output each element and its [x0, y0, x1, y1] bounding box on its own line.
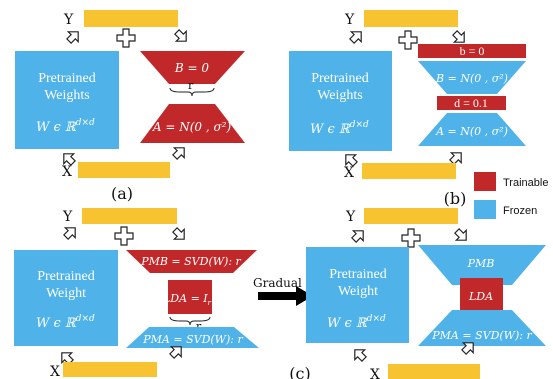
- matrix-b-frozen: [418, 61, 526, 94]
- caption-c: (c): [289, 364, 310, 379]
- plus-icon: [401, 228, 421, 248]
- output-y-label: Y: [345, 209, 356, 225]
- input-x-bar: [78, 162, 170, 178]
- weights-title-line2: Weights: [317, 88, 363, 103]
- weight-formula: W ϵ ℝd×d: [327, 314, 386, 331]
- pma-frozen: [126, 327, 259, 348]
- panel-b: Y Pretrained Weights W ϵ ℝd×d b = 0 B = …: [289, 10, 526, 208]
- output-y-label: Y: [344, 12, 355, 28]
- bias-b-trainable: [418, 44, 526, 58]
- input-x-label: X: [370, 367, 380, 379]
- weights-title-line2: Weights: [44, 88, 90, 103]
- pretrained-weight-block: [306, 247, 409, 343]
- weight-title-line1: Pretrained: [37, 269, 95, 284]
- weights-formula: W ϵ ℝd×d: [36, 118, 95, 135]
- rank-label: r: [196, 320, 202, 333]
- pmb-label: PMB = SVD(W): r: [140, 255, 241, 268]
- input-x-bar: [388, 364, 480, 379]
- matrix-a-frozen: [418, 113, 526, 146]
- lda-label: LDA = Ir: [162, 292, 212, 307]
- legend-trainable-label: Trainable: [503, 177, 548, 189]
- hollow-arrow-icon: [348, 225, 369, 246]
- bias-b-label: b = 0: [460, 44, 485, 58]
- matrix-a-trainable: [140, 104, 245, 143]
- hollow-arrow-icon: [451, 225, 472, 246]
- weight-title-line1: Pretrained: [329, 267, 387, 282]
- weights-formula: W ϵ ℝd×d: [310, 120, 369, 137]
- output-y-label: Y: [62, 209, 73, 225]
- plus-icon: [116, 28, 136, 48]
- pmb-frozen: [418, 245, 546, 285]
- pretrained-weights-block: [15, 51, 119, 149]
- hollow-arrow-icon: [171, 26, 192, 47]
- input-x-bar: [63, 362, 157, 377]
- panel-c-right: Y Pretrained Weight W ϵ ℝd×d PMB LDA PMA…: [306, 208, 546, 379]
- output-y-bar: [364, 10, 458, 27]
- rank-label: r: [188, 79, 194, 92]
- matrix-b-label: B = N(0 , σ²): [435, 72, 508, 85]
- lda-trainable: [460, 278, 503, 313]
- matrix-a-label: A = N(0 , σ²): [152, 120, 232, 134]
- matrix-a-label: A = N(0 , σ²): [435, 125, 508, 138]
- plus-icon: [114, 226, 134, 246]
- weight-title-line2: Weight: [338, 284, 378, 299]
- legend-trainable-swatch: [474, 172, 496, 191]
- pretrained-weight-block: [14, 250, 118, 346]
- hollow-arrow-icon: [169, 224, 190, 245]
- input-x-bar: [362, 163, 456, 179]
- output-y-bar: [82, 208, 177, 224]
- pretrained-weights-block: [289, 51, 392, 151]
- pmb-label: PMB: [467, 257, 495, 270]
- output-y-bar: [84, 10, 178, 27]
- dropout-label: d = 0.1: [454, 96, 488, 110]
- weights-title-line1: Pretrained: [311, 71, 369, 86]
- legend-frozen-swatch: [474, 200, 496, 219]
- output-y-bar: [364, 208, 458, 224]
- input-x-label: X: [62, 164, 72, 180]
- panel-c-left: Y Pretrained Weight W ϵ ℝd×d PMB = SVD(W…: [14, 208, 259, 379]
- weight-title-line2: Weight: [46, 286, 86, 301]
- plus-icon: [398, 30, 418, 50]
- hollow-arrow-icon: [60, 222, 81, 243]
- black-arrow-icon: [258, 286, 313, 306]
- legend-frozen-label: Frozen: [503, 205, 537, 217]
- caption-a: (a): [111, 184, 133, 203]
- pma-frozen: [418, 310, 546, 346]
- hollow-arrow-icon: [169, 142, 190, 163]
- hollow-arrow-icon: [349, 344, 370, 365]
- lda-label: LDA: [468, 290, 493, 303]
- weights-title-line1: Pretrained: [38, 71, 96, 86]
- rank-brace: [169, 316, 211, 326]
- matrix-b-label: B = 0: [174, 61, 210, 75]
- dropout-trainable: [437, 96, 506, 110]
- input-x-label: X: [50, 364, 60, 379]
- lda-trainable: [168, 280, 212, 314]
- panel-a: Y Pretrained Weights W ϵ ℝd×d B = 0 r A …: [15, 10, 245, 203]
- hollow-arrow-icon: [63, 26, 84, 47]
- output-y-label: Y: [63, 12, 74, 28]
- weight-formula: W ϵ ℝd×d: [36, 314, 95, 331]
- pma-label: PMA = SVD(W): r: [431, 329, 532, 342]
- input-x-label: X: [344, 165, 354, 181]
- legend: Trainable Frozen: [474, 172, 548, 219]
- pma-label: PMA = SVD(W): r: [142, 333, 243, 346]
- rank-brace: [169, 87, 215, 97]
- hollow-arrow-icon: [346, 26, 367, 47]
- caption-b: (b): [444, 189, 467, 208]
- pmb-trainable: [126, 250, 257, 273]
- matrix-b-trainable: [140, 51, 245, 84]
